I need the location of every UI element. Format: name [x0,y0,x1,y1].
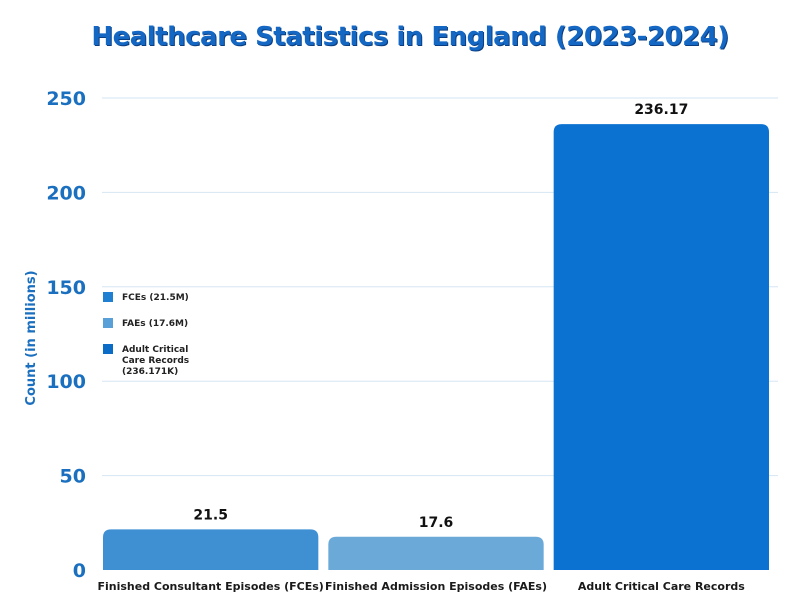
legend-label: Care Records [122,356,189,366]
legend-swatch [103,318,113,328]
bar [103,529,319,570]
bars [103,124,769,571]
legend-label: (236.171K) [122,367,178,377]
value-labels: 21.5 17.6 236.17 [193,102,688,531]
y-tick-label: 0 [73,560,86,582]
y-tick-label: 250 [46,88,86,110]
legend-label: FCEs (21.5M) [122,293,189,303]
legend: FCEs (21.5M) FAEs (17.6M) Adult CriticalCa… [103,292,189,377]
category-labels: Finished Consultant Episodes (FCEs) Finis… [98,580,746,593]
y-tick-label: 50 [60,466,86,488]
category-label: Finished Consultant Episodes (FCEs) [98,580,324,593]
bar [328,536,544,570]
legend-label: FAEs (17.6M) [122,319,188,329]
y-tick-label: 200 [46,182,86,204]
y-tick-labels: 0 50 100 150 200 250 [46,88,86,582]
chart-title: Healthcare Statistics in England (2023-2… [91,22,729,52]
bar-value-label: 17.6 [419,515,454,531]
bar-value-label: 21.5 [193,507,228,523]
y-tick-label: 100 [46,371,86,393]
y-axis-label: Count (in millions) [24,270,39,405]
legend-swatch [103,292,113,302]
bar-value-label: 236.17 [634,102,688,118]
y-tick-label: 150 [46,277,86,299]
category-label: Finished Admission Episodes (FAEs) [325,580,547,593]
category-label: Adult Critical Care Records [578,580,745,593]
legend-label: Adult Critical [122,345,188,355]
bar [553,124,769,571]
legend-swatch [103,344,113,354]
